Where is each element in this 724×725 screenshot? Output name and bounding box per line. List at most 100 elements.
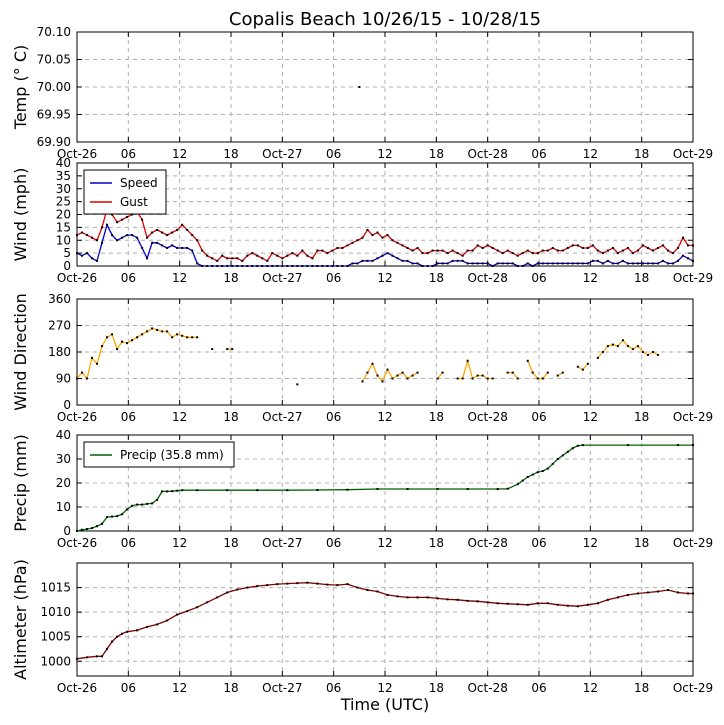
direction-series-line-point	[466, 359, 469, 362]
y-tick-label: 70.00	[37, 80, 71, 94]
gust-series-line-point	[121, 218, 124, 221]
legend-label: Speed	[120, 176, 158, 190]
legend-box	[83, 169, 167, 215]
speed-series-line-point	[501, 262, 504, 265]
speed-series-line-point	[321, 265, 324, 267]
y-tick-label: 5	[63, 246, 71, 260]
direction-series-line-point	[141, 333, 144, 336]
speed-series-line-point	[171, 244, 174, 247]
y-tick-label: 69.95	[37, 108, 71, 122]
speed-series-line-point	[221, 265, 224, 267]
x-tick-label: Oct-29	[673, 147, 713, 161]
x-tick-label: 06	[326, 147, 341, 161]
altimeter-series-line-point	[676, 591, 679, 594]
precip-series-line-point	[286, 489, 289, 492]
speed-series-line-point	[151, 241, 154, 244]
altimeter-series-line-point	[626, 593, 629, 596]
x-tick-label: 12	[172, 681, 187, 695]
precip-series-line-point	[196, 489, 199, 492]
gust-series-line-point	[531, 252, 534, 255]
gust-series-line-point	[236, 257, 239, 260]
altimeter-series-line-point	[576, 605, 579, 608]
precip-series-line-point	[76, 530, 78, 532]
gust-series-line-point	[291, 252, 294, 255]
speed-series-line-point	[396, 257, 399, 260]
gust-series-line-point	[336, 246, 339, 249]
gust-series-line-point	[221, 254, 224, 257]
speed-series-line-point	[411, 262, 414, 265]
direction-series-line-point	[181, 334, 184, 337]
gust-series-line-point	[141, 218, 144, 221]
precip-series-line-point	[151, 502, 154, 505]
direction-series-line-point	[436, 377, 439, 380]
precip-series-line-point	[436, 488, 439, 490]
gust-series-line-point	[636, 249, 639, 252]
speed-series-line-point	[121, 236, 124, 239]
altimeter-series-line-point	[586, 603, 589, 606]
gust-series-line-point	[416, 246, 419, 249]
speed-series-line-point	[101, 241, 104, 244]
gust-series-line-point	[621, 249, 624, 252]
gust-series-line-point	[546, 249, 549, 252]
x-tick-label: 12	[583, 271, 598, 285]
speed-series-line-point	[206, 265, 209, 267]
speed-series-line-point	[431, 265, 434, 267]
direction-series-line-point	[646, 353, 649, 356]
gust-series-line-point	[226, 257, 229, 260]
direction-series-line-point	[366, 371, 369, 374]
x-tick-label: 06	[531, 536, 546, 550]
altimeter-series-line-point	[692, 592, 694, 595]
gust-series-line-point	[646, 246, 649, 249]
gust-series-line-point	[406, 246, 409, 249]
precip-series-line-point	[141, 503, 144, 506]
direction-series-line-point	[526, 359, 529, 362]
speed-series-line-point	[196, 262, 199, 265]
x-tick-label: 12	[583, 536, 598, 550]
speed-series-line-point	[476, 262, 479, 265]
altimeter-series-line-point	[306, 581, 309, 584]
y-tick-label: 30	[56, 452, 71, 466]
speed-series-line-point	[366, 259, 369, 262]
speed-series-line-point	[201, 265, 204, 267]
speed-series-line-point	[491, 265, 494, 267]
speed-series-line-point	[166, 246, 169, 249]
gust-series-line-point	[486, 244, 489, 247]
altimeter-series-line-point	[326, 583, 329, 586]
direction-series-line-point	[226, 348, 229, 351]
altimeter-series-line-point	[366, 589, 369, 592]
speed-series-line-point	[651, 262, 654, 265]
gust-series-line-point	[591, 244, 594, 247]
altimeter-series-line-point	[146, 625, 149, 628]
direction-series-line-point	[386, 368, 389, 371]
y-tick-label: 90	[56, 372, 71, 386]
altimeter-series-line-point	[606, 598, 609, 601]
speed-series-line-point	[546, 262, 549, 265]
speed-series-line-point	[416, 262, 419, 265]
altimeter-series-line-point	[336, 584, 339, 587]
direction-series-line-point	[506, 371, 509, 374]
x-tick-label: 18	[634, 536, 649, 550]
speed-series-line	[76, 222, 694, 267]
direction-series-line-point	[491, 377, 494, 380]
y-tick-label: 1000	[40, 654, 71, 668]
legend-label: Gust	[120, 195, 148, 209]
gust-series-line-point	[206, 254, 209, 257]
speed-series-line-point	[481, 262, 484, 265]
x-tick-label: Oct-26	[57, 271, 97, 285]
direction-series-line-point	[441, 371, 444, 374]
gust-series-line-point	[366, 228, 369, 231]
gust-series-line-point	[211, 257, 214, 260]
speed-series-line-point	[126, 234, 129, 237]
gust-series-line-point	[301, 249, 304, 252]
gust-series-line-point	[456, 252, 459, 255]
direction-series-line-point	[391, 377, 394, 380]
x-tick-label: 12	[172, 536, 187, 550]
gust-series-line-point	[286, 254, 289, 257]
y-tick-label: 270	[48, 319, 71, 333]
precip-series-line-point	[131, 504, 134, 507]
direction-series-line-point	[471, 377, 474, 380]
gust-series-line-point	[666, 249, 669, 252]
speed-series-line-point	[616, 262, 619, 265]
gust-series-line-point	[566, 246, 569, 249]
